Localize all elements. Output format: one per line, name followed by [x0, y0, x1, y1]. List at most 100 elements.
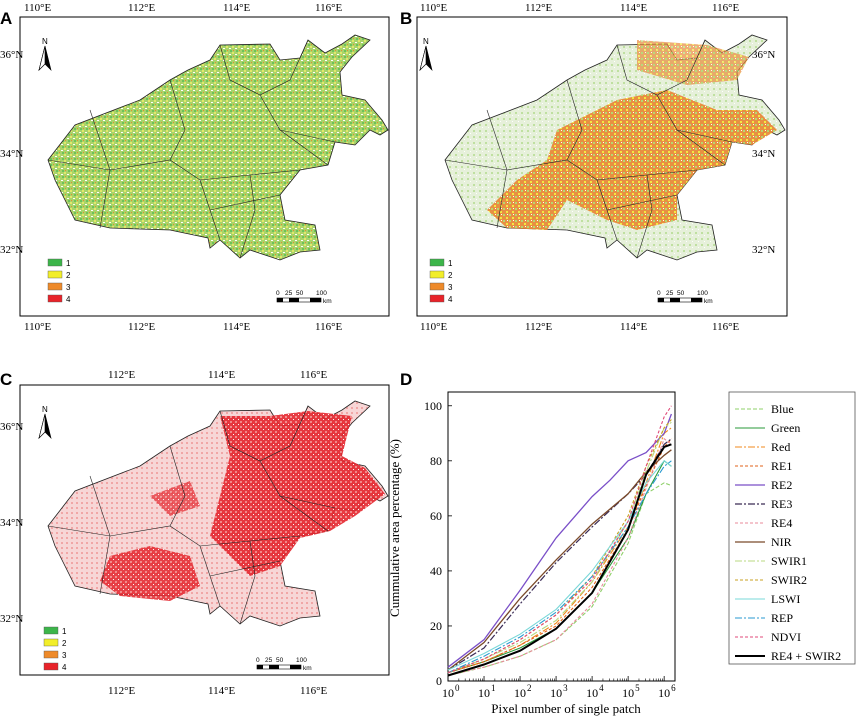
panel-a: A 110°E 112°E 114°E 116°E 110°E 112°E 11…: [0, 2, 390, 333]
legend-swatch-a-3: [47, 282, 63, 291]
series-line-re2: [447, 413, 673, 668]
series-line-red: [447, 427, 672, 674]
lon-top-a-3: 116°E: [315, 2, 342, 14]
lon-top-a-0: 110°E: [24, 2, 51, 14]
legend-swatch-a-4: [47, 294, 63, 303]
lon-bottom-a-3: 116°E: [315, 321, 342, 333]
north-label-c: N: [42, 405, 48, 414]
legend-label-c-2: 2: [62, 639, 67, 648]
lon-bottom-b-3: 116°E: [712, 321, 739, 333]
north-arrow-a: N: [38, 37, 52, 71]
legend-swatch-c-2: [43, 638, 59, 647]
y-axis-label: Cummulative area percentage (%): [387, 439, 402, 617]
legend-label-ndvi: NDVI: [771, 630, 801, 644]
map-region-a: [47, 34, 389, 261]
plot-area: [447, 391, 676, 682]
lat-c-2: 32°N: [0, 613, 23, 625]
panel-label-b: B: [400, 9, 412, 28]
x-tick-exponent: 4: [599, 683, 604, 693]
legend-label-re1: RE1: [771, 459, 792, 473]
legend-swatch-a-2: [47, 270, 63, 279]
x-tick-exponent: 0: [455, 683, 460, 693]
legend-label-swir1: SWIR1: [771, 554, 807, 568]
panel-d: D Cummulative area percentage (%) Pixel …: [387, 370, 856, 716]
lon-top-b-2: 114°E: [620, 2, 647, 14]
x-tick-exponent: 3: [563, 683, 568, 693]
x-axis-label: Pixel number of single patch: [491, 701, 641, 716]
x-tick-exponent: 6: [671, 683, 676, 693]
lon-bottom-c-2: 116°E: [300, 685, 327, 697]
y-tick-label: 40: [430, 564, 442, 578]
legend-swatch-b-4: [429, 294, 445, 303]
legend-label-swir2: SWIR2: [771, 573, 807, 587]
x-tick-label: 10: [514, 686, 526, 700]
scale-tick-b-1: 25: [666, 290, 674, 297]
lat-a-0: 36°N: [0, 49, 23, 61]
map-frame-c: [19, 384, 390, 676]
series-line-ndvi: [447, 405, 672, 674]
series-line-rep: [447, 460, 672, 674]
lat-c-1: 34°N: [0, 517, 23, 529]
scale-tick-c-2: 50: [276, 657, 284, 664]
y-tick-label: 60: [430, 509, 442, 523]
scale-unit-b: km: [704, 298, 713, 305]
lon-top-c-0: 112°E: [108, 369, 135, 381]
legend-swatch-c-4: [43, 662, 59, 671]
panel-label-d: D: [400, 370, 412, 389]
series-line-re1: [447, 438, 672, 674]
scale-tick-a-0: 0: [276, 290, 280, 297]
scale-tick-c-1: 25: [265, 657, 273, 664]
lat-b-2: 32°N: [752, 244, 775, 256]
legend-label-c-4: 4: [62, 663, 67, 672]
panel-b: B 110°E 112°E 114°E 116°E 110°E 112°E 11…: [400, 2, 788, 333]
x-tick-label: 10: [550, 686, 562, 700]
series-line-re4-swir2: [447, 443, 672, 677]
lon-bottom-c-0: 112°E: [108, 685, 135, 697]
lat-b-0: 36°N: [752, 49, 775, 61]
legend-label-b-2: 2: [448, 271, 453, 280]
x-tick-label: 10: [586, 686, 598, 700]
legend-label-lswi: LSWI: [771, 592, 800, 606]
legend-label-nir: NIR: [771, 535, 792, 549]
lon-bottom-b-1: 112°E: [525, 321, 552, 333]
legend-label-a-3: 3: [66, 283, 71, 292]
scale-tick-a-3: 100: [316, 290, 327, 297]
scale-unit-a: km: [323, 298, 332, 305]
x-tick-exponent: 2: [527, 683, 532, 693]
legend-label-re4-swir2: RE4 + SWIR2: [771, 649, 841, 663]
series-lines: [447, 405, 673, 677]
legend-box: [728, 391, 856, 665]
chart-legend: Blue Green Red RE1 RE2 RE3 RE4 NIR SWIR1 SWIR2 LSW…: [735, 402, 841, 663]
y-tick-label: 100: [424, 399, 442, 413]
scale-bar-b: 0 25 50 100 km: [657, 290, 713, 305]
class-legend-c: 1 2 3 4: [43, 626, 67, 672]
legend-label-blue: Blue: [771, 402, 794, 416]
legend-label-a-2: 2: [66, 271, 71, 280]
y-ticks: 0 20 40 60 80 100: [424, 399, 452, 688]
scale-tick-b-2: 50: [677, 290, 685, 297]
scale-bar-c: 0 25 50 100 km: [256, 657, 312, 672]
y-tick-label: 0: [436, 674, 442, 688]
panel-label-a: A: [0, 9, 12, 28]
legend-swatch-b-1: [429, 258, 445, 267]
class-legend-b: 1 2 3 4: [429, 258, 453, 304]
scale-tick-b-0: 0: [657, 290, 661, 297]
lat-b-1: 34°N: [752, 148, 775, 160]
legend-label-red: Red: [771, 440, 790, 454]
legend-swatch-c-3: [43, 650, 59, 659]
class-legend-a: 1 2 3 4: [47, 258, 71, 304]
series-line-swir2: [447, 419, 672, 674]
scale-bar-a: 0 25 50 100 km: [276, 290, 332, 305]
series-line-lswi: [447, 460, 672, 671]
x-tick-label: 10: [622, 686, 634, 700]
lon-bottom-a-0: 110°E: [24, 321, 51, 333]
lat-a-1: 34°N: [0, 148, 23, 160]
north-arrow-b: N: [419, 37, 433, 71]
legend-label-rep: REP: [771, 611, 793, 625]
scale-tick-b-3: 100: [697, 290, 708, 297]
north-label-b: N: [423, 37, 429, 46]
legend-label-a-1: 1: [66, 259, 71, 268]
legend-swatch-b-2: [429, 270, 445, 279]
lon-top-c-1: 114°E: [208, 369, 235, 381]
legend-label-b-4: 4: [448, 295, 453, 304]
